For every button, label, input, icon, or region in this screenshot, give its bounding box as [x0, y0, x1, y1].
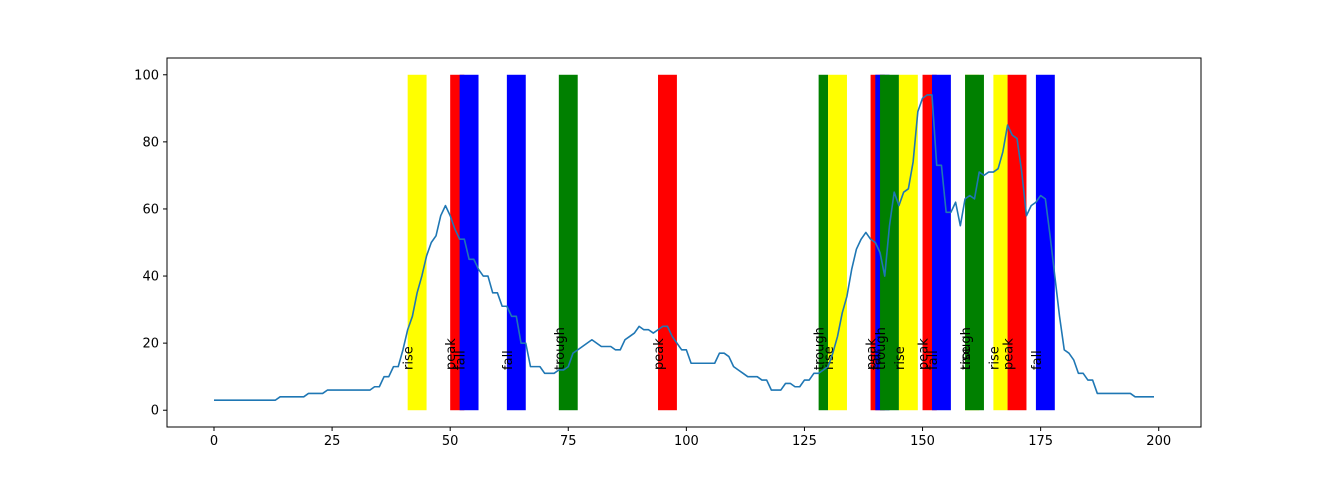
band-label-1: peak: [444, 338, 459, 370]
band-fall-2: [459, 74, 479, 411]
band-label-13: fall: [926, 350, 941, 370]
band-label-5: peak: [652, 338, 667, 370]
band-label-12: peak: [917, 338, 932, 370]
x-tick-label: 125: [792, 434, 817, 449]
series-line: [214, 94, 1154, 401]
x-tick-label: 175: [1028, 434, 1053, 449]
band-label-15: trough: [959, 327, 974, 370]
band-trough-6: [818, 74, 829, 411]
band-label-14: rise: [959, 346, 974, 370]
y-tick-label: 100: [134, 68, 159, 83]
band-label-4: trough: [553, 327, 568, 370]
band-label-10: trough: [874, 327, 889, 370]
band-label-17: peak: [1002, 338, 1017, 370]
y-tick-label: 60: [142, 202, 159, 217]
y-tick-label: 80: [142, 135, 159, 150]
band-label-8: peak: [865, 338, 880, 370]
x-tick-label: 100: [674, 434, 699, 449]
x-tick-label: 25: [324, 434, 341, 449]
band-trough-10: [880, 74, 899, 411]
band-peak-17: [1007, 74, 1027, 411]
band-fall-18: [1035, 74, 1055, 411]
y-tick-label: 40: [142, 270, 159, 285]
y-tick-label: 0: [151, 404, 159, 419]
band-label-0: rise: [402, 346, 417, 370]
band-label-9: fall: [869, 350, 884, 370]
x-axis: 0 25 50 75 100 125 150 175 200: [210, 427, 1171, 449]
band-label-7: rise: [822, 346, 837, 370]
y-tick-label: 20: [142, 337, 159, 352]
band-label-11: rise: [893, 346, 908, 370]
band-rise-7: [828, 74, 847, 411]
axes-frame: [166, 57, 1202, 428]
band-label-2: fall: [454, 350, 469, 370]
x-tick-label: 150: [910, 434, 935, 449]
y-axis: 0 20 40 60 80 100: [134, 68, 167, 419]
band-label-3: fall: [501, 350, 516, 370]
band-layer: [407, 74, 1055, 411]
x-tick-label: 50: [442, 434, 459, 449]
x-tick-label: 200: [1146, 434, 1171, 449]
band-fall-3: [506, 74, 526, 411]
band-rise-0: [407, 74, 427, 411]
band-label-16: rise: [987, 346, 1002, 370]
band-label-6: trough: [813, 327, 828, 370]
band-trough-4: [558, 74, 578, 411]
x-tick-label: 0: [210, 434, 218, 449]
band-rise-16: [993, 74, 1008, 411]
band-label-18: fall: [1030, 350, 1045, 370]
x-tick-label: 75: [560, 434, 577, 449]
band-trough-15: [965, 74, 984, 411]
